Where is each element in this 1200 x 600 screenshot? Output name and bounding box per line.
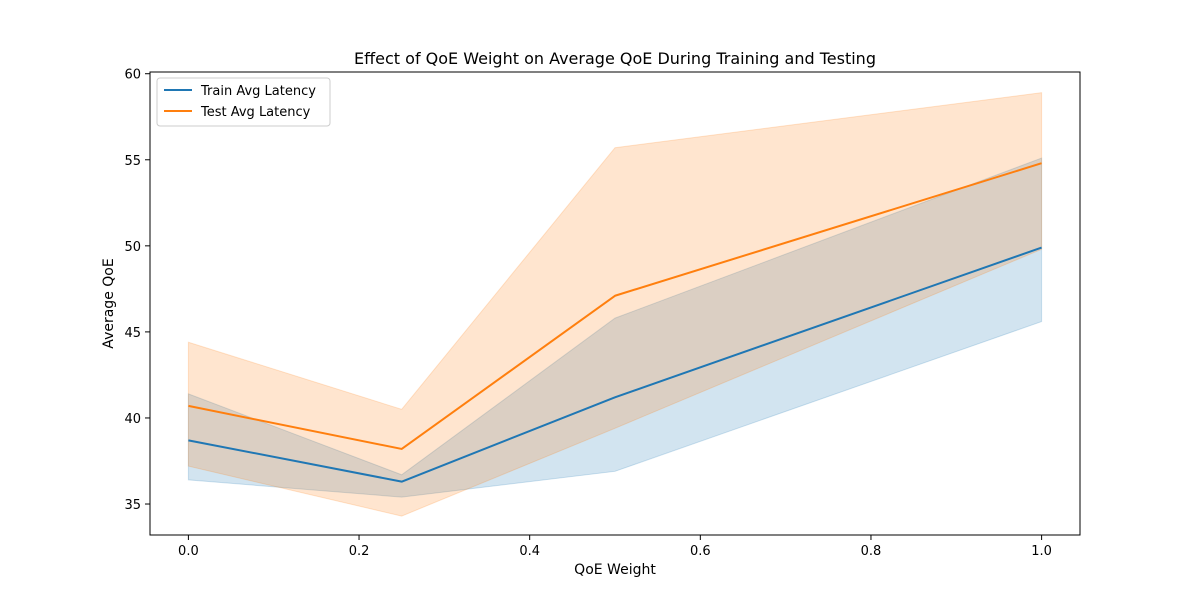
x-tick-label: 0.0 xyxy=(178,544,199,559)
legend: Train Avg Latency Test Avg Latency xyxy=(156,77,331,127)
series-line-1 xyxy=(188,162,1042,450)
x-axis-label: QoE Weight xyxy=(574,562,656,578)
confidence-band-0 xyxy=(187,157,1043,498)
legend-box xyxy=(156,77,331,127)
y-tick-label: 50 xyxy=(124,240,141,255)
plot-area-frame xyxy=(149,71,1081,536)
series-lines xyxy=(188,162,1042,483)
legend-label-test: Test Avg Latency xyxy=(200,105,311,120)
y-tick-label: 40 xyxy=(124,412,141,427)
y-axis-ticks: 35 40 45 50 55 60 xyxy=(124,68,150,513)
series-line-0 xyxy=(188,246,1042,483)
legend-label-train: Train Avg Latency xyxy=(200,84,316,99)
x-tick-label: 0.8 xyxy=(861,544,882,559)
y-axis-label: Average QoE xyxy=(101,258,117,348)
chart-title: Effect of QoE Weight on Average QoE Duri… xyxy=(354,49,876,68)
confidence-band-1 xyxy=(187,92,1043,517)
y-tick-label: 60 xyxy=(124,68,141,83)
x-axis-ticks: 0.0 0.2 0.4 0.6 0.8 1.0 xyxy=(178,535,1052,559)
confidence-bands xyxy=(187,92,1043,517)
y-tick-label: 55 xyxy=(124,154,141,169)
x-tick-label: 1.0 xyxy=(1031,544,1052,559)
y-tick-label: 45 xyxy=(124,326,141,341)
x-tick-label: 0.6 xyxy=(690,544,711,559)
x-tick-label: 0.2 xyxy=(349,544,370,559)
y-tick-label: 35 xyxy=(124,498,141,513)
x-tick-label: 0.4 xyxy=(519,544,540,559)
